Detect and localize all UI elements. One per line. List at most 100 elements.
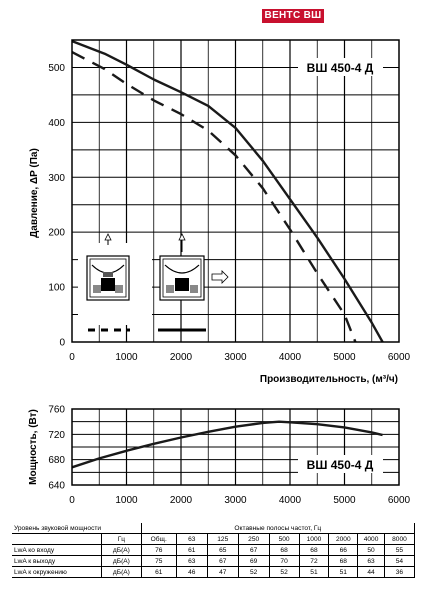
power-plot-frame bbox=[71, 408, 400, 486]
col-header: 4000 bbox=[357, 533, 385, 545]
x-tick-label: 5000 bbox=[333, 352, 356, 363]
pressure-x-ticks: 0 1000 2000 3000 4000 5000 6000 bbox=[69, 352, 410, 363]
col-header: Общ. bbox=[140, 533, 177, 545]
installation-diagram bbox=[78, 233, 229, 332]
table-row: LwA к окружению дБ(А) 61 46 47 52 52 51 … bbox=[12, 566, 416, 578]
pressure-x-axis-label: Производительность, (м³/ч) bbox=[260, 374, 398, 385]
row-label: LwA к выходу bbox=[12, 555, 103, 567]
pressure-series bbox=[71, 39, 384, 343]
x-tick-label: 5000 bbox=[333, 495, 356, 506]
hz-label: Гц bbox=[101, 533, 142, 545]
cell: 67 bbox=[206, 555, 239, 567]
row-label: LwA к окружению bbox=[12, 566, 103, 578]
power-model-label: ВШ 450-4 Д bbox=[307, 458, 374, 472]
col-header: 1000 bbox=[298, 533, 330, 545]
row-unit: дБ(А) bbox=[101, 544, 142, 556]
x-tick-label: 6000 bbox=[388, 495, 411, 506]
cell: 68 bbox=[328, 555, 359, 567]
cell: 54 bbox=[383, 555, 416, 567]
octave-band-header: Октавные полосы частот, Гц bbox=[140, 523, 416, 534]
cell: 61 bbox=[140, 566, 177, 578]
y-tick-label: 760 bbox=[48, 405, 65, 416]
inlet-mode-icon bbox=[86, 233, 130, 301]
cell: 75 bbox=[140, 555, 177, 567]
series-line-dashed bbox=[71, 51, 357, 343]
pressure-model-label: ВШ 450-4 Д bbox=[307, 61, 374, 75]
x-tick-label: 4000 bbox=[279, 495, 302, 506]
cell: 47 bbox=[206, 566, 239, 578]
x-tick-label: 2000 bbox=[170, 495, 193, 506]
power-y-axis-label: Мощность, (Вт) bbox=[28, 409, 39, 485]
cell: 63 bbox=[357, 555, 385, 567]
y-tick-label: 500 bbox=[48, 63, 65, 74]
series-line-solid bbox=[71, 39, 384, 343]
power-y-ticks: 640 680 720 760 bbox=[48, 405, 65, 492]
cell: 67 bbox=[237, 544, 270, 556]
x-tick-label: 6000 bbox=[388, 352, 411, 363]
cell: 44 bbox=[357, 566, 385, 578]
power-model-box bbox=[298, 455, 383, 473]
cell: 52 bbox=[268, 566, 300, 578]
cell: 68 bbox=[268, 544, 300, 556]
pressure-plot-frame bbox=[71, 39, 400, 343]
cell: 69 bbox=[237, 555, 270, 567]
y-tick-label: 680 bbox=[48, 455, 65, 466]
pressure-y-axis-label: Давление, ΔP (Па) bbox=[29, 148, 40, 238]
pressure-y-ticks: 0 100 200 300 400 500 bbox=[48, 63, 65, 349]
charts-canvas: 0 1000 2000 3000 4000 5000 6000 01002003004005… bbox=[28, 39, 411, 506]
sound-table-title-row: Уровень звуковой мощности Октавные полос… bbox=[12, 523, 416, 534]
y-tick-label: 640 bbox=[48, 481, 65, 492]
x-tick-label: 3000 bbox=[224, 495, 247, 506]
cell: 55 bbox=[383, 544, 416, 556]
row-label: LwA ко входу bbox=[12, 544, 103, 556]
cell: 70 bbox=[268, 555, 300, 567]
col-header: 2000 bbox=[328, 533, 359, 545]
y-tick-label: 200 bbox=[48, 228, 65, 239]
col-header: 125 bbox=[206, 533, 239, 545]
col-header: 500 bbox=[268, 533, 300, 545]
col-header: 63 bbox=[175, 533, 208, 545]
power-series bbox=[71, 420, 383, 469]
x-tick-label: 4000 bbox=[279, 352, 302, 363]
power-x-ticks: 0 1000 2000 3000 4000 5000 6000 bbox=[69, 495, 410, 506]
sound-power-table: Уровень звуковой мощности Октавные полос… bbox=[12, 523, 416, 578]
series-line-solid bbox=[71, 420, 383, 469]
x-tick-label: 0 bbox=[69, 352, 75, 363]
cell: 36 bbox=[383, 566, 416, 578]
cell: 72 bbox=[298, 555, 330, 567]
cell: 63 bbox=[175, 555, 208, 567]
cell: 51 bbox=[298, 566, 330, 578]
brand-badge: ВЕНТС ВШ bbox=[262, 9, 324, 23]
y-tick-label: 0 bbox=[59, 338, 65, 349]
cell: 68 bbox=[298, 544, 330, 556]
table-row: LwA к выходу дБ(А) 75 63 67 69 70 72 68 … bbox=[12, 555, 416, 567]
row-unit: дБ(А) bbox=[101, 566, 142, 578]
sound-table-title: Уровень звуковой мощности bbox=[12, 523, 142, 534]
x-tick-label: 1000 bbox=[115, 352, 138, 363]
cell: 61 bbox=[175, 544, 208, 556]
col-header: 8000 bbox=[383, 533, 416, 545]
y-tick-label: 100 bbox=[48, 283, 65, 294]
row-unit: дБ(А) bbox=[101, 555, 142, 567]
outlet-mode-icon bbox=[159, 233, 229, 301]
power-grid bbox=[72, 409, 399, 485]
x-tick-label: 2000 bbox=[170, 352, 193, 363]
table-row: LwA ко входу дБ(А) 76 61 65 67 68 68 66 … bbox=[12, 544, 416, 556]
x-tick-label: 0 bbox=[69, 495, 75, 506]
cell: 65 bbox=[206, 544, 239, 556]
cell: 52 bbox=[237, 566, 270, 578]
y-tick-label: 300 bbox=[48, 173, 65, 184]
cell: 46 bbox=[175, 566, 208, 578]
x-tick-label: 1000 bbox=[115, 495, 138, 506]
cell: 50 bbox=[357, 544, 385, 556]
cell: 76 bbox=[140, 544, 177, 556]
y-tick-label: 720 bbox=[48, 430, 65, 441]
cell: 51 bbox=[328, 566, 359, 578]
col-header: 250 bbox=[237, 533, 270, 545]
pressure-model-box bbox=[298, 58, 383, 76]
y-tick-label: 400 bbox=[48, 118, 65, 129]
cell: 66 bbox=[328, 544, 359, 556]
header-empty-cell bbox=[12, 533, 103, 545]
sound-table-header-row: Гц Общ. 63 125 250 500 1000 2000 4000 80… bbox=[12, 533, 416, 545]
